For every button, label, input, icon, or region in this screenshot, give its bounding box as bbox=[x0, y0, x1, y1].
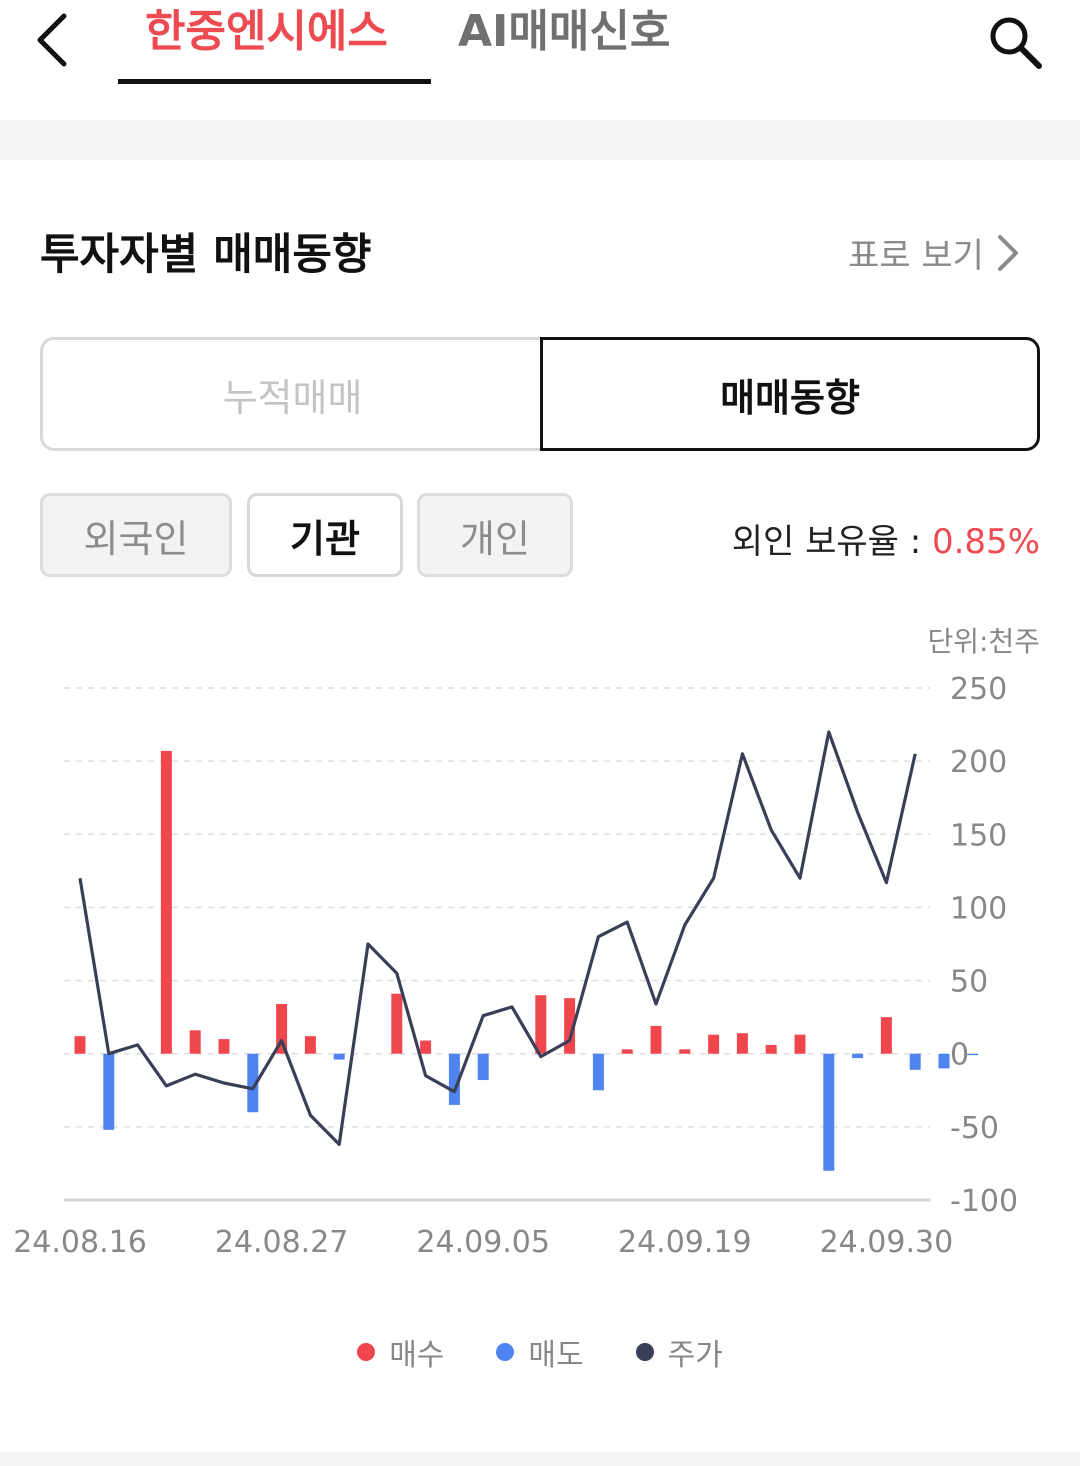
buy-bar bbox=[650, 1025, 662, 1054]
sell-bar bbox=[852, 1053, 864, 1059]
chip-individual[interactable]: 개인 bbox=[417, 493, 573, 577]
buy-dot-icon bbox=[357, 1343, 376, 1361]
table-view-label: 표로 보기 bbox=[848, 236, 984, 276]
sell-bar bbox=[103, 1053, 115, 1130]
x-tick-label: 24.09.30 bbox=[820, 1225, 954, 1260]
legend-label-sell: 매도 bbox=[528, 1338, 584, 1373]
x-tick-label: 24.09.19 bbox=[618, 1225, 752, 1260]
buy-bar bbox=[535, 995, 547, 1054]
chevron-left-icon bbox=[37, 13, 67, 67]
foreign-holding-ratio: 외인 보유율 : 0.85% bbox=[732, 514, 1040, 563]
chart-legend: 매수 매도 주가 bbox=[0, 1330, 1080, 1374]
sell-bar bbox=[909, 1053, 921, 1070]
price-dot-icon bbox=[635, 1343, 654, 1361]
buy-bar bbox=[218, 1039, 230, 1054]
sell-bar bbox=[592, 1053, 604, 1091]
tab-stock-name[interactable]: 한중엔시에스 bbox=[145, 6, 388, 57]
legend-item-price: 주가 bbox=[635, 1330, 723, 1374]
legend-item-sell: 매도 bbox=[496, 1330, 584, 1374]
buy-bar bbox=[160, 750, 172, 1054]
y-tick-label: 0 bbox=[950, 1038, 969, 1073]
foreign-holding-value: 0.85% bbox=[931, 522, 1040, 562]
segment-trading-trend[interactable]: 매매동향 bbox=[540, 337, 1040, 451]
chip-foreign[interactable]: 외국인 bbox=[40, 493, 232, 577]
x-tick-label: 24.08.27 bbox=[215, 1225, 349, 1260]
legend-item-buy: 매수 bbox=[357, 1330, 444, 1374]
price-line bbox=[78, 730, 917, 1146]
buy-bar bbox=[74, 1036, 86, 1054]
sell-bar bbox=[477, 1053, 489, 1081]
foreign-holding-label: 외인 보유율 : bbox=[731, 522, 932, 562]
y-tick-label: 100 bbox=[950, 891, 1007, 926]
sell-bar bbox=[823, 1053, 835, 1171]
buy-bar bbox=[420, 1040, 432, 1054]
sell-bar bbox=[247, 1053, 259, 1113]
buy-bar bbox=[794, 1034, 806, 1054]
y-tick-label: -100 bbox=[950, 1184, 1018, 1219]
bottom-divider bbox=[0, 1452, 1080, 1466]
buy-bar bbox=[880, 1017, 892, 1054]
section-divider bbox=[0, 120, 1080, 160]
y-tick-label: 50 bbox=[950, 965, 988, 1000]
table-view-link[interactable]: 표로 보기 bbox=[848, 228, 1024, 277]
top-header: 한중엔시에스 AI매매신호 bbox=[0, 0, 1080, 120]
trading-trend-chart: 250 200 150 100 50 0 -50 -100 24.08.16 24.08.27 24… bbox=[13, 672, 1018, 1260]
y-tick-label: 200 bbox=[950, 745, 1007, 780]
buy-bar bbox=[621, 1049, 633, 1054]
section-title: 투자자별 매매동향 bbox=[40, 230, 372, 280]
buy-bar bbox=[564, 998, 576, 1054]
sell-bar bbox=[938, 1053, 950, 1069]
y-tick-label: -50 bbox=[950, 1111, 999, 1146]
buy-bar bbox=[391, 993, 403, 1054]
legend-label-price: 주가 bbox=[667, 1338, 723, 1373]
tab-ai-signal[interactable]: AI매매신호 bbox=[458, 6, 671, 57]
y-tick-label: 250 bbox=[950, 672, 1007, 707]
sell-dot-icon bbox=[496, 1343, 515, 1361]
sell-bar bbox=[967, 1053, 979, 1056]
x-tick-label: 24.08.16 bbox=[13, 1225, 147, 1260]
buy-bar bbox=[276, 1003, 288, 1054]
sell-bar bbox=[333, 1053, 345, 1060]
buy-bar bbox=[708, 1034, 720, 1054]
chevron-right-icon bbox=[997, 234, 1018, 271]
sell-bar bbox=[448, 1053, 460, 1105]
buy-bar bbox=[189, 1030, 201, 1054]
buy-bar bbox=[304, 1036, 316, 1054]
chip-institution[interactable]: 기관 bbox=[247, 493, 403, 577]
legend-label-buy: 매수 bbox=[389, 1338, 445, 1373]
buy-bar bbox=[736, 1033, 748, 1054]
unit-label: 단위:천주 bbox=[927, 625, 1040, 658]
search-button[interactable] bbox=[985, 10, 1045, 70]
active-tab-indicator bbox=[118, 79, 431, 84]
buy-bar bbox=[679, 1049, 691, 1054]
buy-bar bbox=[765, 1044, 777, 1054]
y-tick-label: 150 bbox=[950, 818, 1007, 853]
segment-cumulative[interactable]: 누적매매 bbox=[40, 337, 542, 451]
back-button[interactable] bbox=[30, 10, 80, 70]
x-tick-label: 24.09.05 bbox=[416, 1225, 550, 1260]
search-icon bbox=[990, 17, 1042, 69]
